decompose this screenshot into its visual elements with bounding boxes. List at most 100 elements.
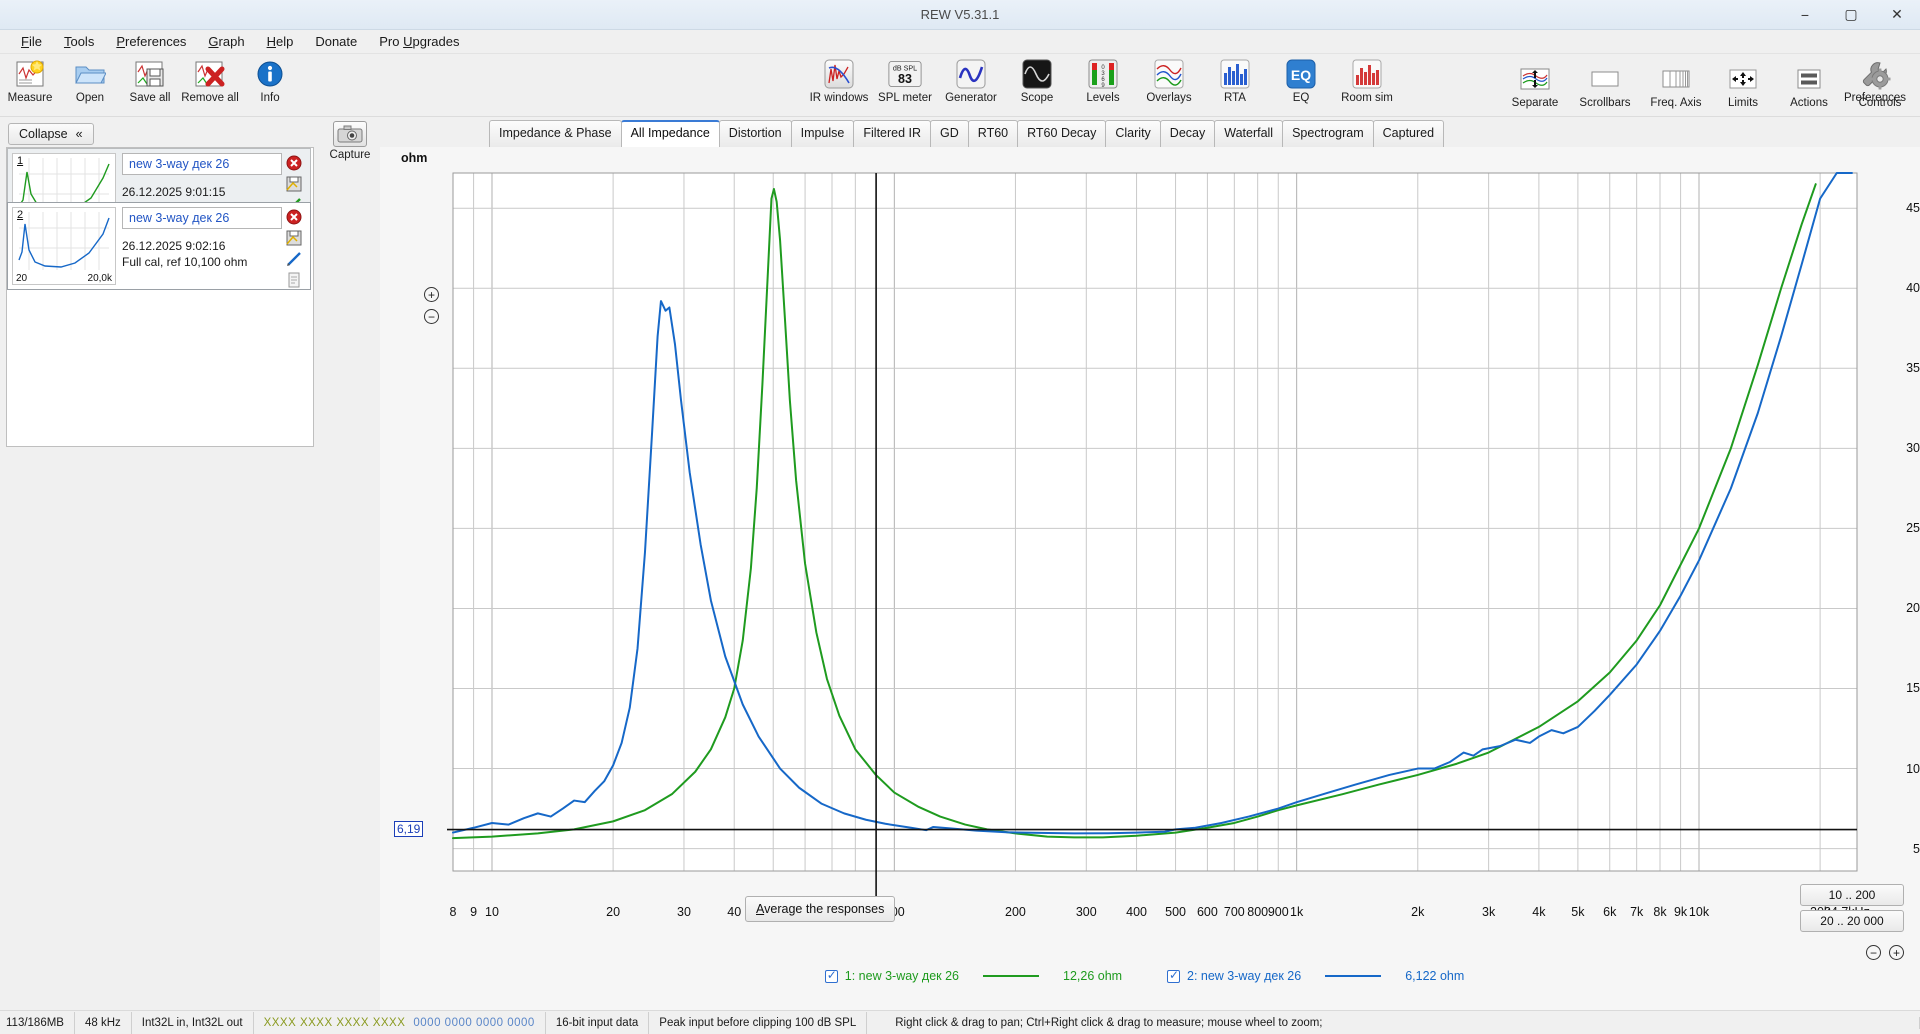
freq-axis-button[interactable]: Freq. Axis: [1640, 59, 1712, 109]
tab-captured[interactable]: Captured: [1372, 120, 1445, 147]
ir-windows-button[interactable]: IR windows: [806, 54, 872, 104]
save-measurement-icon[interactable]: [285, 230, 303, 246]
room-sim-label: Room sim: [1341, 92, 1393, 104]
graph-toolbar: Separate Scrollbars Freq. Axis: [1500, 59, 1916, 109]
thumb-high-2: 20,0k: [87, 273, 112, 284]
tab-clarity[interactable]: Clarity: [1105, 120, 1161, 147]
tab-spectrogram[interactable]: Spectrogram: [1282, 120, 1374, 147]
controls-icon: [1863, 62, 1897, 96]
save-all-icon: [133, 57, 167, 91]
close-icon[interactable]: [285, 209, 303, 225]
status-hint: Right click & drag to pan; Ctrl+Right cl…: [867, 1016, 1920, 1029]
x-tick-10: 10: [485, 905, 499, 919]
menu-preferences[interactable]: Preferences: [116, 34, 187, 49]
legend-label-1: 1: new 3-way дек 26: [844, 969, 959, 983]
tab-rt60[interactable]: RT60: [967, 120, 1019, 147]
open-label: Open: [75, 92, 105, 104]
menu-file[interactable]: File: [21, 34, 42, 49]
tab-impulse[interactable]: Impulse: [790, 120, 855, 147]
actions-button[interactable]: Actions: [1774, 59, 1844, 109]
eq-button[interactable]: EQ EQ: [1268, 54, 1334, 104]
range-button-20-20000[interactable]: 20 .. 20 000: [1800, 910, 1904, 932]
controls-button[interactable]: Controls: [1844, 59, 1916, 109]
separate-button[interactable]: Separate: [1500, 59, 1570, 109]
tab-all-impedance[interactable]: All Impedance: [620, 120, 720, 147]
notes-icon[interactable]: [285, 272, 303, 288]
open-button[interactable]: Open: [60, 54, 120, 104]
room-sim-button[interactable]: Room sim: [1334, 54, 1400, 104]
y-zoom-out-button[interactable]: −: [424, 309, 439, 324]
scrollbars-button[interactable]: Scrollbars: [1570, 59, 1640, 109]
tab-decay[interactable]: Decay: [1159, 120, 1216, 147]
remove-all-button[interactable]: Remove all: [180, 54, 240, 104]
menu-help[interactable]: Help: [266, 34, 294, 49]
legend-item-1[interactable]: 1: new 3-way дек 26 12,26 ohm: [824, 968, 1133, 983]
x-tick-4k: 4k: [1532, 905, 1546, 919]
svg-text:dB SPL: dB SPL: [893, 64, 917, 72]
measure-button[interactable]: Measure: [0, 54, 60, 104]
title-bar: REW V5.31.1 − ▢ ✕: [0, 0, 1920, 30]
menu-tools[interactable]: Tools: [63, 34, 95, 49]
collapse-button[interactable]: Collapse «: [8, 123, 94, 145]
tab-waterfall[interactable]: Waterfall: [1214, 120, 1284, 147]
measurement-thumbnail-2[interactable]: 2 20 20,0k: [12, 207, 116, 285]
y-tick-20: 20: [1906, 601, 1920, 616]
measurement-list[interactable]: 1 20 20,0k new 3-way дек 26 26.12.2025 9…: [6, 147, 314, 447]
status-bits-x: XXXX XXXX XXXX XXXX: [263, 1016, 406, 1029]
pencil-icon[interactable]: [285, 251, 303, 267]
x-tick-3k: 3k: [1482, 905, 1496, 919]
minimize-button[interactable]: −: [1800, 6, 1810, 23]
collapse-label: Collapse: [19, 127, 68, 141]
y-cursor-readout: 6,19: [394, 820, 424, 837]
overlays-button[interactable]: Overlays: [1136, 54, 1202, 104]
close-button[interactable]: ✕: [1891, 6, 1903, 22]
save-measurement-icon[interactable]: [285, 176, 303, 192]
overlays-label: Overlays: [1146, 92, 1192, 104]
measurement-name-input-2[interactable]: new 3-way дек 26: [122, 207, 282, 229]
range-button-10-200[interactable]: 10 .. 200: [1800, 884, 1904, 906]
y-zoom-in-button[interactable]: +: [424, 287, 439, 302]
legend-checkbox-2[interactable]: [1167, 968, 1180, 983]
plus-circle-icon[interactable]: +: [1889, 945, 1904, 960]
actions-icon: [1792, 62, 1826, 96]
scrollbars-icon: [1588, 62, 1622, 96]
camera-icon[interactable]: [333, 121, 367, 147]
tab-rt60-decay[interactable]: RT60 Decay: [1017, 120, 1107, 147]
measurement-name-input-1[interactable]: new 3-way дек 26: [122, 153, 282, 175]
tab-filtered-ir[interactable]: Filtered IR: [853, 120, 932, 147]
tab-impedance-phase[interactable]: Impedance & Phase: [489, 120, 622, 147]
x-zoom-controls: − +: [1866, 945, 1904, 960]
average-responses-button[interactable]: Average the responses: [745, 896, 896, 922]
svg-text:3: 3: [1101, 71, 1105, 77]
legend-checkbox-1[interactable]: [824, 968, 838, 983]
generator-button[interactable]: Generator: [938, 54, 1004, 104]
toolbar-left-group: Measure Open: [0, 54, 300, 104]
x-tick-1k: 1k: [1290, 905, 1304, 919]
spl-meter-button[interactable]: dB SPL 83 SPL meter: [872, 54, 938, 104]
scope-button[interactable]: Scope: [1004, 54, 1070, 104]
chart-legend: 1: new 3-way дек 26 12,26 ohm 2: new 3-w…: [380, 964, 1920, 988]
graph-tabs: Impedance & Phase All Impedance Distorti…: [380, 117, 1920, 147]
close-icon[interactable]: [285, 155, 303, 171]
menu-graph[interactable]: Graph: [208, 34, 245, 49]
measurement-card-2[interactable]: 2 20 20,0k new 3-way дек 26 26.12.2025 9…: [7, 202, 311, 290]
levels-button[interactable]: 0 3 6 9 Levels: [1070, 54, 1136, 104]
limits-button[interactable]: Limits: [1712, 59, 1774, 109]
rta-button[interactable]: RTA: [1202, 54, 1268, 104]
maximize-button[interactable]: ▢: [1844, 6, 1858, 22]
legend-item-2[interactable]: 2: new 3-way дек 26 6,122 ohm: [1167, 968, 1475, 983]
x-tick-700: 700: [1223, 905, 1245, 919]
minus-circle-icon[interactable]: −: [1866, 945, 1881, 960]
x-tick-500: 500: [1165, 905, 1186, 919]
tab-distortion[interactable]: Distortion: [718, 120, 792, 147]
legend-value-2: 6,122 ohm: [1405, 969, 1465, 983]
menu-donate[interactable]: Donate: [315, 34, 358, 49]
save-all-button[interactable]: Save all: [120, 54, 180, 104]
tab-gd[interactable]: GD: [930, 120, 969, 147]
ir-windows-icon: [822, 57, 856, 91]
room-sim-icon: [1350, 57, 1384, 91]
x-tick-8k: 8k: [1653, 905, 1667, 919]
menu-pro-upgrades[interactable]: Pro Upgrades: [379, 34, 460, 49]
info-button[interactable]: Info: [240, 54, 300, 104]
